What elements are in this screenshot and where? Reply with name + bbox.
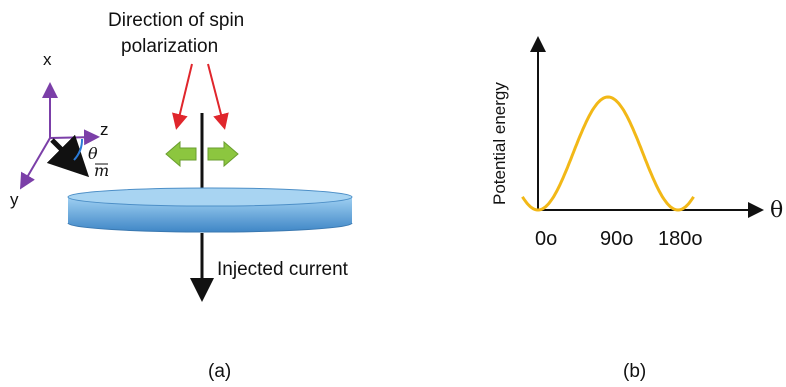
spin-label-line1: Direction of spin	[108, 10, 244, 31]
axis-x-label: x	[43, 50, 52, 69]
tick-label-180: 180o	[658, 228, 703, 250]
disk	[67, 187, 353, 233]
panel-a: Direction of spin polarization Injected …	[10, 10, 353, 382]
current-label: Injected current	[217, 259, 349, 280]
xlabel-b: θ	[770, 198, 783, 223]
theta-arc	[73, 138, 84, 161]
tick-label-90: 90o	[600, 228, 633, 250]
caption-a: (a)	[208, 361, 231, 382]
theta-symbol: θ	[88, 144, 98, 163]
m-symbol: m	[94, 161, 109, 180]
red-arrow-right	[207, 63, 229, 130]
tick-label-0: 0o	[535, 228, 557, 250]
green-arrow-right-icon	[207, 140, 239, 168]
magnetization-vector	[46, 134, 90, 178]
z-axis	[49, 129, 100, 146]
coordinate-axes: x z y θ m	[10, 50, 109, 209]
y-axis	[19, 137, 51, 190]
caption-b: (b)	[623, 361, 646, 382]
ylabel-b: Potential energy	[490, 82, 509, 205]
axis-z-label: z	[100, 120, 109, 139]
axis-y-label: y	[10, 190, 19, 209]
red-arrow-left	[172, 63, 193, 130]
spin-label-line2: polarization	[121, 36, 218, 57]
green-arrow-left-icon	[165, 140, 197, 168]
panel-b: Potential energy θ 0o 90o 180o (b)	[490, 36, 783, 382]
energy-curve	[521, 95, 695, 212]
